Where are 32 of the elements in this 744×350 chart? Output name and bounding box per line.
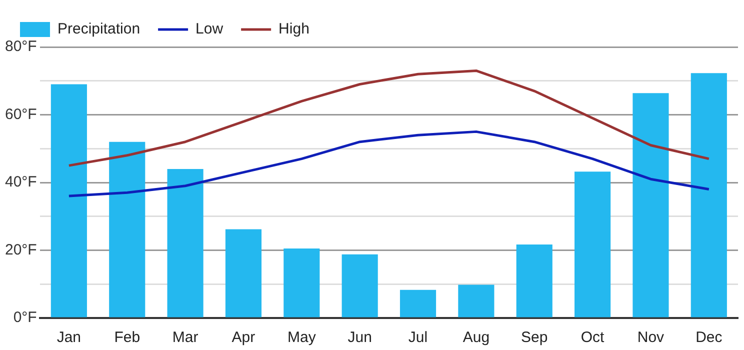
- bar: [167, 168, 204, 318]
- x-tick-label: Jun: [348, 329, 372, 346]
- x-tick-label: Oct: [580, 329, 606, 346]
- x-tick-label: Jan: [56, 329, 82, 346]
- bar: [284, 248, 320, 318]
- x-tick-label: May: [287, 329, 316, 346]
- y-tick-label: 0°F: [13, 309, 37, 326]
- bar: [516, 244, 552, 318]
- bar: [632, 93, 669, 318]
- x-tick-label: Sep: [521, 329, 548, 346]
- y-tick-label: 20°F: [4, 241, 37, 258]
- bar: [400, 290, 436, 318]
- x-tick-label: Jul: [408, 329, 428, 346]
- bar: [690, 73, 727, 318]
- x-tick-label: Aug: [462, 329, 490, 346]
- x-tick-label: Nov: [637, 329, 665, 346]
- bar: [50, 84, 87, 318]
- bar: [225, 229, 262, 318]
- x-tick-label: Mar: [172, 329, 198, 346]
- y-tick-label: 60°F: [4, 106, 37, 123]
- legend-label: High: [278, 20, 310, 38]
- bar: [109, 142, 146, 318]
- y-tick-label: 80°F: [4, 38, 37, 56]
- bar: [458, 284, 494, 318]
- bar: [342, 254, 378, 318]
- bar: [574, 172, 611, 318]
- x-tick-label: Feb: [114, 329, 140, 346]
- legend-label: Low: [196, 20, 224, 38]
- x-tick-label: Apr: [232, 329, 256, 346]
- x-tick-label: Dec: [696, 329, 723, 346]
- legend-label: Precipitation: [58, 20, 140, 38]
- y-tick-label: 40°F: [4, 174, 37, 191]
